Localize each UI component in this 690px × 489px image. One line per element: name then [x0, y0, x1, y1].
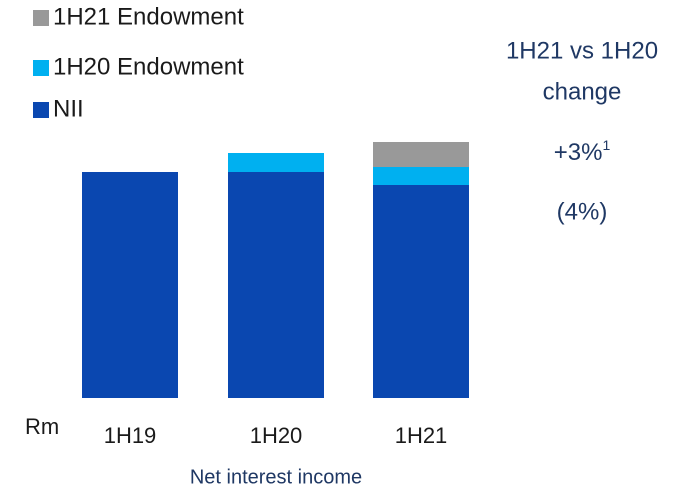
annotation-title: change — [543, 78, 622, 105]
legend-label: NII — [53, 95, 84, 122]
x-axis-label: Net interest income — [190, 466, 362, 488]
change-nii: (4%) — [557, 198, 608, 225]
legend-swatch — [33, 60, 49, 76]
legend-swatch — [33, 10, 49, 26]
legend-label: 1H21 Endowment — [53, 3, 244, 30]
bar-segment — [82, 172, 178, 398]
change-total-value: +3% — [554, 139, 603, 166]
bar-segment — [373, 185, 469, 398]
annotation-title: 1H21 vs 1H20 — [506, 37, 658, 64]
x-tick-label: 1H19 — [104, 423, 157, 448]
bar-segment — [228, 153, 324, 172]
legend-label: 1H20 Endowment — [53, 53, 244, 80]
unit-label: Rm — [25, 414, 59, 439]
bar-segment — [373, 167, 469, 185]
x-tick-label: 1H21 — [395, 423, 448, 448]
change-total: +3%1 — [554, 137, 611, 167]
footnote-mark: 1 — [602, 137, 610, 153]
bar-segment — [373, 142, 469, 167]
x-tick-label: 1H20 — [250, 423, 303, 448]
legend-swatch — [33, 102, 49, 118]
bar-segment — [228, 172, 324, 398]
